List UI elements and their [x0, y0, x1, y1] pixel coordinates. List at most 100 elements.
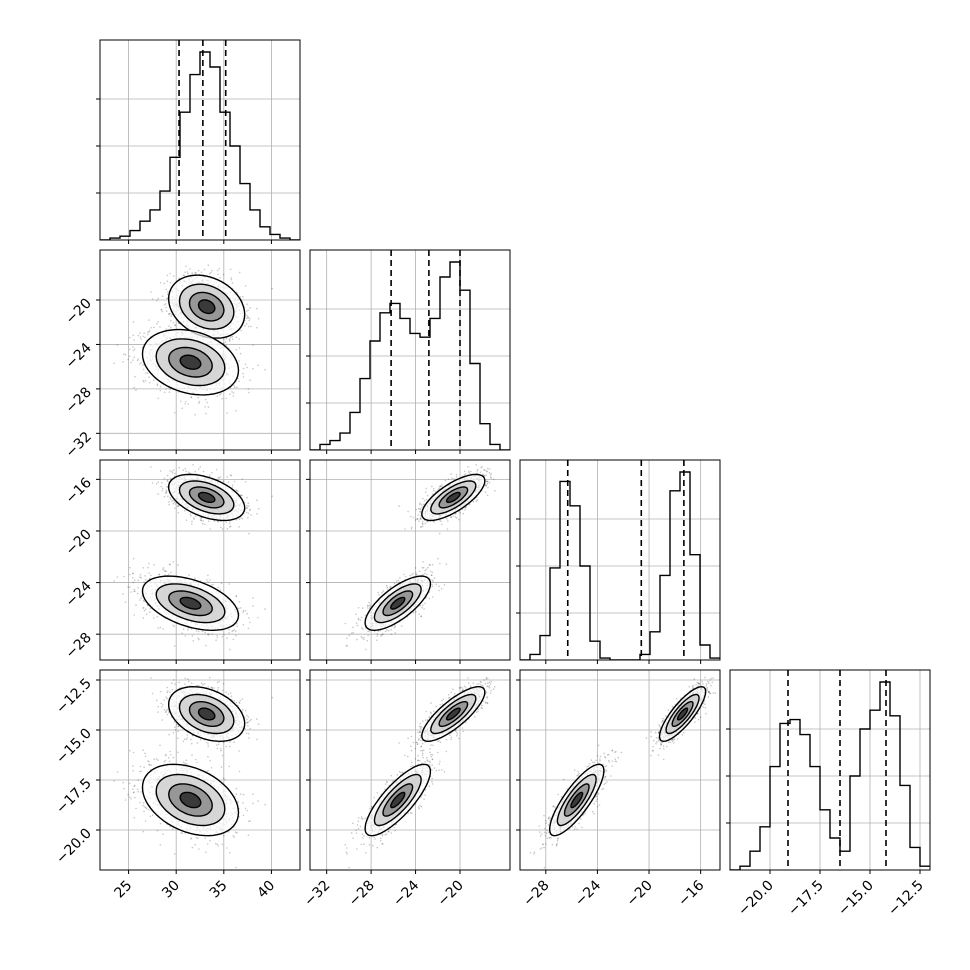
sample-point [122, 361, 124, 363]
sample-point [132, 334, 134, 337]
sample-point [134, 590, 136, 592]
sample-point [238, 380, 240, 383]
sample-point [257, 507, 260, 510]
sample-point [150, 574, 152, 577]
sample-point [231, 338, 234, 341]
sample-point [226, 476, 228, 478]
sample-point [185, 519, 188, 521]
sample-point [181, 407, 183, 410]
sample-point [242, 609, 245, 612]
sample-point [189, 513, 192, 515]
sample-point [247, 316, 250, 319]
sample-point [169, 388, 171, 391]
sample-point [124, 353, 127, 356]
sample-point [195, 630, 198, 632]
sample-point [255, 499, 258, 502]
sample-point [207, 406, 210, 408]
sample-point [157, 493, 159, 495]
sample-point [161, 310, 164, 313]
sample-point [148, 381, 151, 384]
sample-point [163, 391, 166, 394]
sample-point [194, 413, 196, 416]
sample-point [143, 381, 145, 383]
sample-point [169, 496, 171, 499]
sample-point [132, 349, 135, 352]
sample-point [155, 483, 158, 485]
sample-point [245, 323, 248, 325]
sample-point [224, 341, 227, 343]
sample-point [163, 495, 166, 498]
sample-point [144, 608, 147, 610]
sample-point [159, 282, 162, 284]
sample-point [241, 517, 244, 520]
sample-point [226, 528, 229, 530]
sample-point [132, 581, 135, 584]
sample-point [202, 470, 205, 473]
sample-point [205, 644, 207, 647]
sample-point [249, 379, 251, 382]
sample-point [143, 581, 145, 583]
sample-point [238, 338, 240, 340]
sample-point [166, 280, 169, 283]
sample-point [174, 507, 176, 510]
sample-point [159, 389, 162, 392]
sample-point [132, 346, 134, 348]
sample-point [191, 272, 193, 274]
sample-point [235, 410, 237, 412]
sample-point [182, 628, 185, 630]
density-contours [141, 274, 246, 396]
sample-point [264, 368, 266, 371]
sample-point [170, 571, 172, 574]
sample-point [165, 570, 167, 573]
sample-point [173, 469, 175, 471]
sample-point [135, 604, 137, 606]
sample-point [217, 520, 219, 523]
sample-point [174, 503, 177, 505]
sample-point [159, 470, 162, 472]
sample-point [190, 396, 193, 399]
sample-point [237, 490, 239, 493]
sample-point [150, 327, 152, 329]
sample-point [238, 518, 241, 520]
sample-point [195, 272, 197, 274]
sample-point [153, 617, 155, 619]
sample-point [132, 572, 134, 575]
sample-point [246, 496, 248, 499]
sample-point [166, 274, 169, 277]
sample-point [142, 368, 145, 371]
sample-point [239, 607, 242, 609]
sample-point [197, 637, 199, 639]
sample-point [185, 400, 187, 403]
sample-point [169, 477, 172, 480]
sample-point [216, 395, 219, 397]
sample-point [160, 485, 162, 488]
sample-point [246, 303, 248, 306]
sample-point [128, 355, 131, 358]
sample-point [133, 386, 135, 389]
sample-point [166, 486, 169, 488]
sample-point [205, 412, 207, 415]
sample-point [189, 268, 191, 270]
sample-point [159, 326, 161, 328]
sample-point [171, 500, 173, 502]
sample-point [256, 326, 258, 329]
sample-point [153, 326, 155, 329]
sample-point [168, 573, 170, 576]
sample-point [129, 348, 131, 351]
sample-point [206, 579, 208, 581]
sample-point [161, 482, 163, 484]
sample-point [174, 324, 177, 327]
sample-point [246, 506, 248, 509]
sample-point [228, 339, 231, 341]
sample-point [229, 520, 231, 522]
sample-point [249, 307, 251, 309]
sample-point [145, 372, 147, 374]
sample-point [229, 338, 231, 340]
sample-point [208, 520, 210, 523]
sample-point [158, 573, 161, 576]
sample-point [229, 526, 231, 528]
sample-point [162, 568, 164, 571]
sample-point [229, 340, 231, 342]
sample-point [242, 295, 244, 298]
sample-point [233, 385, 235, 387]
